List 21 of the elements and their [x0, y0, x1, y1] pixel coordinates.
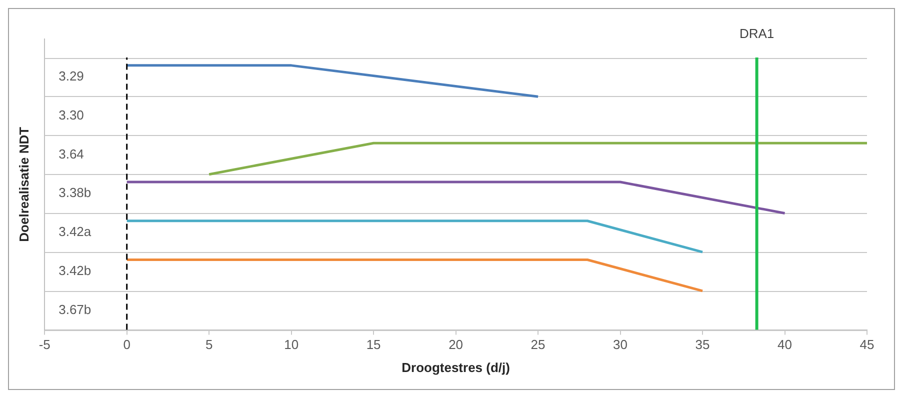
annotation: 3.38b [58, 185, 92, 200]
x-axis-title: Droogtestres (d/j) [402, 360, 510, 375]
annotation: 3.64 [58, 146, 84, 162]
ref-line-label: DRA1 [739, 26, 774, 42]
x-tick-label: 10 [284, 337, 299, 352]
annotation: 3.42b [58, 263, 92, 278]
x-tick-label: 15 [366, 337, 381, 352]
annotation: 3.67b [58, 302, 92, 317]
x-tick-label: 40 [778, 337, 792, 352]
annotation: 3.29 [58, 68, 84, 84]
y-axis-title: Doelrealisatie NDT [16, 126, 32, 242]
x-tick-label: 5 [205, 337, 213, 352]
x-tick-label: -5 [38, 337, 50, 352]
x-tick-label: 20 [448, 337, 464, 352]
annotation: 3.42a [58, 224, 92, 240]
x-tick-label: 45 [860, 337, 874, 352]
x-tick-label: 0 [123, 337, 130, 352]
x-tick-label: 35 [695, 337, 710, 352]
annotation: 3.30 [58, 107, 84, 122]
x-tick-label: 25 [530, 337, 546, 352]
x-tick-label: 30 [613, 337, 628, 352]
